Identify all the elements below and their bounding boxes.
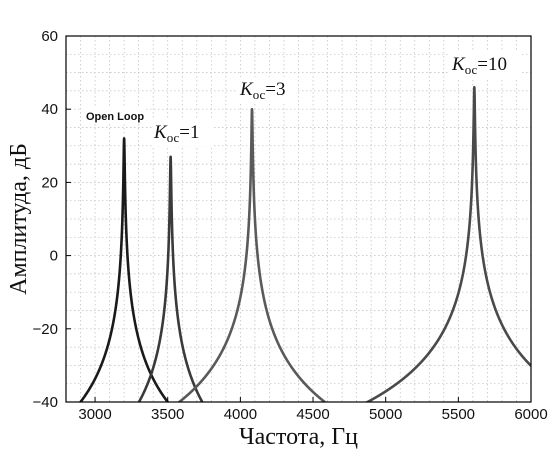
annotation-koc-10-sub: ос xyxy=(465,62,478,77)
annotation-bg-open-loop xyxy=(82,107,144,123)
x-tick-label: 3000 xyxy=(78,406,111,423)
series-line-4 xyxy=(364,85,531,402)
y-tick-label: 20 xyxy=(41,174,58,191)
annotation-koc-1: Kос=1 xyxy=(153,122,200,145)
series-line-1 xyxy=(78,137,170,402)
series-line-2 xyxy=(137,155,204,402)
x-tick-label: 6000 xyxy=(514,406,547,423)
x-axis-title: Частота, Гц xyxy=(239,424,358,450)
annotation-bg-koc-10 xyxy=(448,52,520,78)
x-tick-label: 4000 xyxy=(224,406,257,423)
y-tick-label: 60 xyxy=(41,28,58,45)
annotation-koc-3: Kос=3 xyxy=(239,79,286,102)
annotation-koc-3-val: =3 xyxy=(265,79,285,100)
annotations: Open Loop Kос=1 Kос=3 Kос=10 xyxy=(82,52,520,146)
annotation-bg-koc-1 xyxy=(152,120,212,146)
annotation-koc-3-sub: ос xyxy=(253,87,266,102)
x-tick-label: 5500 xyxy=(442,406,475,423)
y-axis-title: Амплитуда, дБ xyxy=(6,143,32,295)
x-tick-label: 4500 xyxy=(296,406,329,423)
grid xyxy=(66,36,531,402)
y-tick-label: 0 xyxy=(50,248,58,265)
y-tick-label: −40 xyxy=(33,394,58,411)
annotation-koc-3-k: K xyxy=(239,79,254,100)
annotation-koc-10-val: =10 xyxy=(477,54,507,75)
ticks: 3000 3500 4000 4500 5000 5500 6000 −40 −20 0 20 40 6… xyxy=(33,28,548,423)
annotation-koc-1-sub: ос xyxy=(167,130,180,145)
series-layer xyxy=(78,85,531,402)
plot-frame xyxy=(65,35,532,403)
annotation-bg-koc-3 xyxy=(238,77,296,103)
y-tick-label: −20 xyxy=(33,321,58,338)
annotation-koc-10-k: K xyxy=(451,54,466,75)
annotation-koc-10: Kос=10 xyxy=(451,54,507,77)
annotation-koc-1-val: =1 xyxy=(179,122,199,143)
series-line-3 xyxy=(177,107,327,402)
annotation-open-loop: Open Loop xyxy=(86,111,144,123)
y-tick-label: 40 xyxy=(41,101,58,118)
x-tick-label: 5000 xyxy=(369,406,402,423)
x-tick-label: 3500 xyxy=(151,406,184,423)
annotation-koc-1-k: K xyxy=(153,122,168,143)
